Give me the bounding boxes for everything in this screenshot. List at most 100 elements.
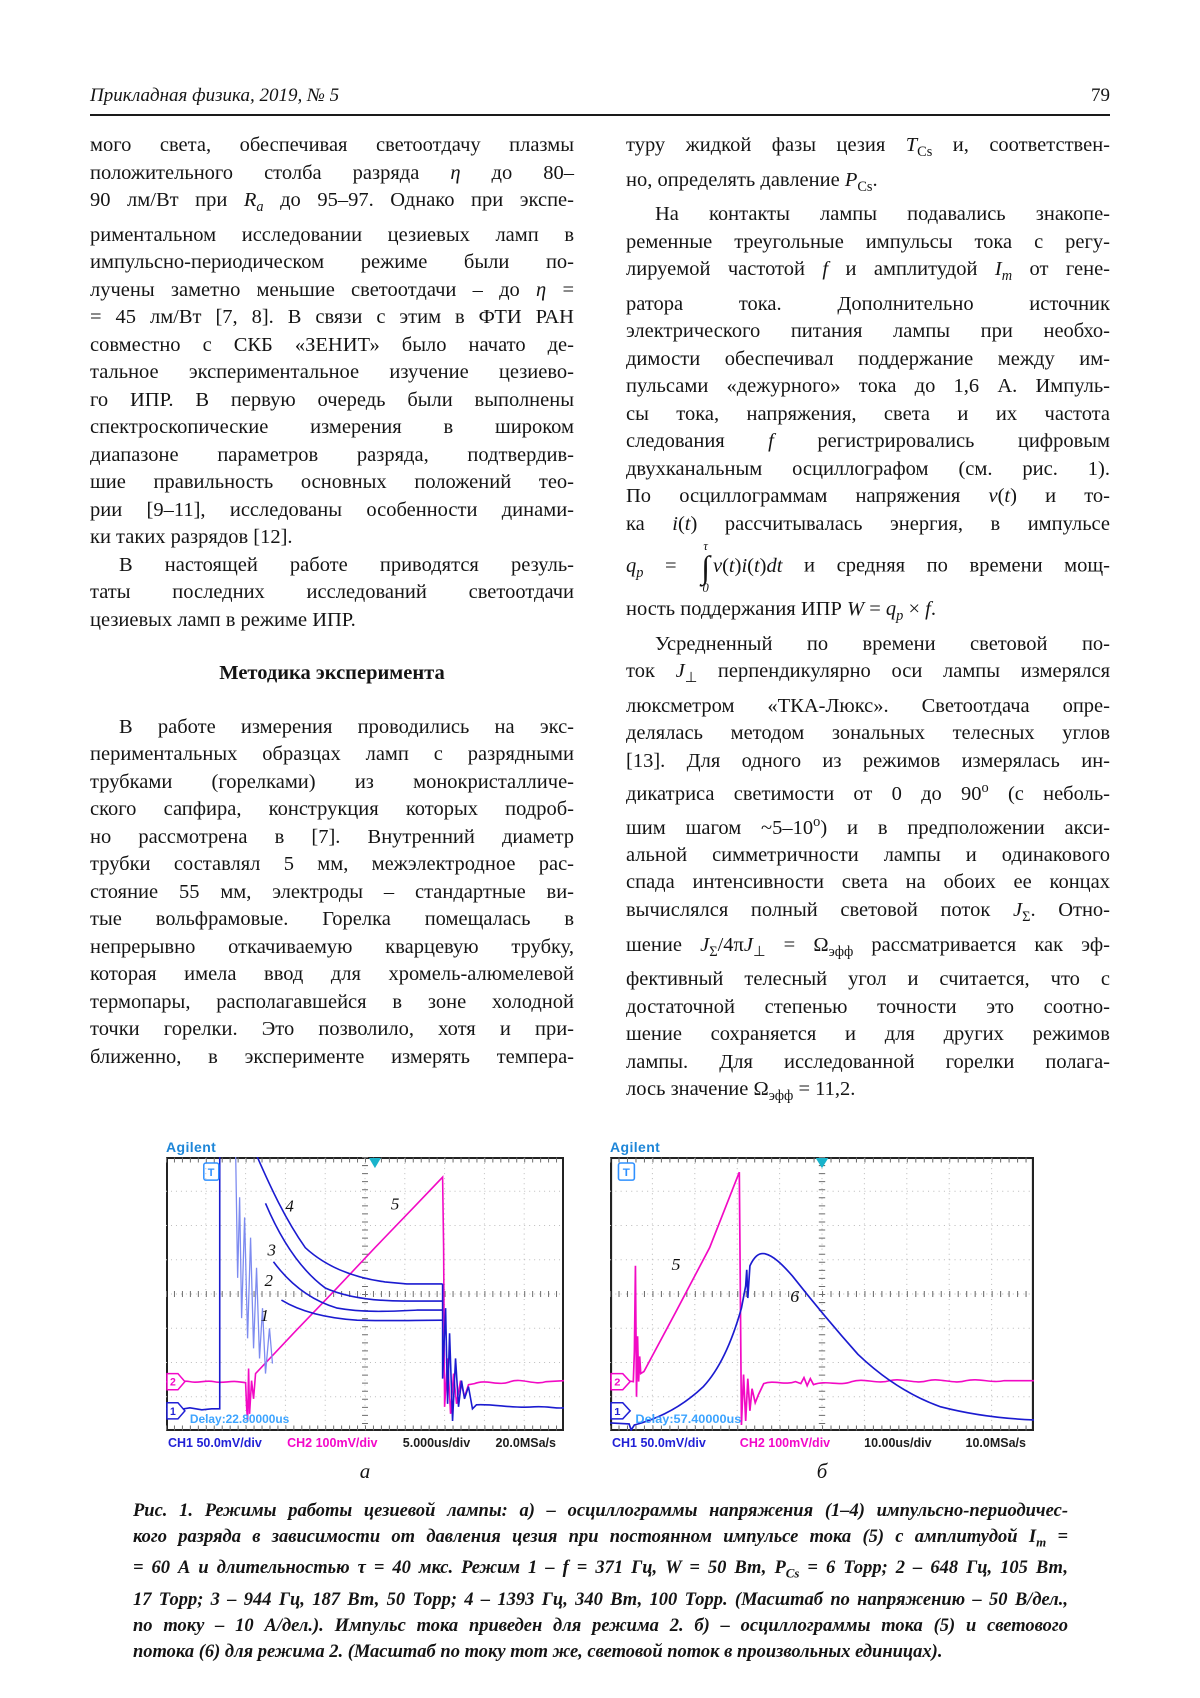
voltage-trace-1 bbox=[281, 1299, 443, 1322]
trace-label-5: 5 bbox=[671, 1254, 680, 1273]
text-line: импульсно-периодическом режиме были по- bbox=[90, 251, 574, 274]
text-line: но, определять давление PCs. bbox=[626, 168, 878, 195]
voltage-ringing-start bbox=[235, 1156, 274, 1374]
text-line: ток J⊥ перпендикулярно оси лампы измерял… bbox=[626, 660, 1111, 687]
ch2-marker-label: 2 bbox=[170, 1376, 176, 1388]
trigger-time-marker-icon bbox=[815, 1157, 829, 1168]
text-line: [13]. Для одного из режимов измерялась и… bbox=[626, 749, 1110, 772]
journal-title: Прикладная физика, 2019, № 5 bbox=[90, 85, 340, 106]
text-line: цезиевых ламп в режиме ИПР. bbox=[90, 608, 356, 631]
text-line: димости обеспечивал поддержание между им… bbox=[626, 347, 1110, 370]
delay-readout: Delay:22.80000us bbox=[190, 1412, 290, 1426]
oscilloscope-screen-a: T 2 1 Delay:22.80000us 4 3 2 1 5 bbox=[166, 1156, 564, 1431]
text-line: ка i(t) рассчитывалась энергия, в импуль… bbox=[626, 512, 1110, 535]
text-line: В настоящей работе приводятся резуль- bbox=[119, 553, 574, 576]
text-line: стояние 55 мм, электроды – стандартные в… bbox=[90, 880, 574, 903]
two-column-body: мого света, обеспечивая светоотдачу плаз… bbox=[90, 132, 1110, 1111]
timebase: 10.00us/div bbox=[864, 1435, 932, 1450]
trigger-t-label: T bbox=[208, 1167, 215, 1179]
text-line: достаточной степенью точности это соотно… bbox=[626, 995, 1110, 1018]
text-line: фективный телесный угол и считается, что… bbox=[626, 968, 1110, 991]
ch2-scale: CH2 100mV/div bbox=[739, 1435, 831, 1450]
ch2-marker-label: 2 bbox=[614, 1377, 620, 1389]
trace-label-6: 6 bbox=[790, 1286, 799, 1305]
scope-status-bar-b: CH1 50.0mV/div CH2 100mV/div 10.00us/div… bbox=[610, 1436, 1034, 1450]
text-line: сы тока, напряжения, света и их частота bbox=[626, 402, 1110, 425]
ch1-marker-label: 1 bbox=[170, 1406, 176, 1418]
text-line: лампы. Для исследованной горелки полага- bbox=[626, 1050, 1110, 1073]
text-line: трубки составлял 5 мм, межэлектродное ра… bbox=[90, 853, 574, 876]
text-line: шение сохраняется и для других режимов bbox=[626, 1023, 1110, 1046]
trace-label-3: 3 bbox=[266, 1240, 275, 1259]
trace-label-2: 2 bbox=[265, 1271, 274, 1290]
text-line: тальное экспериментальное изучение цезие… bbox=[90, 361, 574, 384]
text-line: шение JΣ/4πJ⊥ = Ωэфф рассматривается как… bbox=[626, 933, 1110, 960]
current-trace-5 bbox=[166, 1174, 564, 1421]
ch2-ground-marker-icon bbox=[610, 1372, 632, 1391]
text-line: мого света, обеспечивая светоотдачу плаз… bbox=[90, 134, 574, 156]
trace-label-5: 5 bbox=[391, 1194, 399, 1213]
agilent-logo: Agilent bbox=[166, 1138, 217, 1155]
text-line: На контакты лампы подавались знакопе- bbox=[655, 203, 1110, 226]
figure-caption: Рис. 1. Режимы работы цезиевой лампы: а)… bbox=[133, 1498, 1068, 1665]
page-number: 79 bbox=[1091, 85, 1110, 106]
text-line: люксметром «ТКА-Люкс». Светоотдача опре- bbox=[626, 694, 1110, 717]
text-line: шие правильность основных положений тео- bbox=[90, 471, 574, 494]
text-line: диапазоне параметров разряда, подтвердив… bbox=[90, 443, 574, 466]
ch1-ground-marker-icon bbox=[166, 1401, 186, 1420]
text-line: Усредненный по времени световой по- bbox=[655, 632, 1110, 655]
text-line: 17 Торр; 3 – 944 Гц, 187 Вт, 50 Торр; 4 … bbox=[133, 1590, 1068, 1611]
oscilloscope-screen-b: T 2 1 Delay:57.40000us 5 6 bbox=[610, 1156, 1034, 1431]
ch1-scale: CH1 50.0mV/div bbox=[168, 1435, 262, 1450]
text-line: ки таких разрядов [12]. bbox=[90, 526, 293, 549]
text-line: Рис. 1. Режимы работы цезиевой лампы: а)… bbox=[133, 1500, 1068, 1521]
left-paragraphs-1: мого света, обеспечивая светоотдачу плаз… bbox=[90, 132, 574, 634]
trigger-time-marker-icon bbox=[368, 1157, 381, 1168]
oscillogram-panel-b: Agilent T 2 1 Delay:57.40000us 5 bbox=[610, 1139, 1034, 1484]
left-column: мого света, обеспечивая светоотдачу плаз… bbox=[90, 132, 574, 1111]
text-line: двухканальным осциллографом (см. рис. 1)… bbox=[626, 457, 1110, 480]
text-line: лось значение Ωэфф = 11,2. bbox=[626, 1078, 856, 1105]
text-line: тые вольфрамовые. Горелка помещалась в bbox=[90, 908, 574, 931]
section-heading: Методика эксперимента bbox=[219, 662, 445, 685]
text-line: следования f регистрировались цифровым bbox=[626, 430, 1111, 453]
header-rule bbox=[90, 114, 1110, 116]
text-line: спада интенсивности света на обоих ее ко… bbox=[626, 871, 1110, 894]
delay-readout: Delay:57.40000us bbox=[635, 1412, 741, 1426]
text-line: qp = τ ∫ 0 v(t)i(t)dt и средняя по времени … bbox=[626, 539, 1110, 595]
text-line: электрического питания лампы при необхо- bbox=[626, 320, 1110, 343]
text-line: положительного столба разряда η до 80– bbox=[90, 161, 574, 184]
sample-rate: 10.0MSa/s bbox=[965, 1435, 1026, 1450]
trigger-t-label: T bbox=[623, 1167, 630, 1179]
voltage-trace-3 bbox=[264, 1202, 443, 1302]
text-line: по току – 10 А/дел.). Импульс тока приве… bbox=[133, 1616, 1068, 1637]
text-line: совместно с СКБ «ЗЕНИТ» было начато де- bbox=[90, 333, 574, 356]
text-line: го ИПР. В первую очередь были выполнены bbox=[90, 388, 574, 411]
text-line: По осциллограммам напряжения v(t) и то- bbox=[626, 485, 1110, 508]
ch2-ground-marker-icon bbox=[166, 1372, 186, 1391]
figure-1: Agilent T 2 bbox=[90, 1139, 1110, 1484]
ch1-marker-label: 1 bbox=[614, 1406, 620, 1418]
page-header: Прикладная физика, 2019, № 5 79 bbox=[90, 84, 1110, 108]
sample-rate: 20.0MSa/s bbox=[495, 1435, 556, 1450]
trigger-level-icon bbox=[617, 1161, 636, 1181]
text-line: пульсами «дежурного» тока до 1,6 А. Импу… bbox=[626, 375, 1110, 398]
text-line: риментальном исследовании цезиевых ламп … bbox=[90, 223, 574, 246]
text-line: трубками (горелками) из монокристалличе- bbox=[90, 770, 574, 793]
text-line: лучены заметно меньшие светоотдачи – до … bbox=[90, 278, 574, 301]
panel-label-b: б bbox=[816, 1458, 828, 1483]
text-line: точки горелки. Это позволило, хотя и при… bbox=[90, 1018, 574, 1041]
text-line: кого разряда в зависимости от давления ц… bbox=[133, 1526, 1068, 1550]
left-paragraphs-2: В работе измерения проводились на экс-пе… bbox=[90, 714, 574, 1072]
text-line: периментальных образцах ламп с разрядным… bbox=[90, 743, 574, 766]
text-line: ближенно, в эксперименте измерять темпер… bbox=[90, 1045, 574, 1068]
text-line: спектроскопические измерения в широком bbox=[90, 416, 574, 439]
text-line: дикатриса светимости от 0 до 90o (с небо… bbox=[626, 780, 1110, 806]
text-line: шим шагом ~5–10o) и в предположении акси… bbox=[626, 813, 1110, 839]
panel-label-a: а bbox=[359, 1458, 371, 1483]
text-line: = 60 А и длительностью τ = 40 мкс. Режим… bbox=[133, 1558, 1068, 1582]
oscillogram-panel-a: Agilent T 2 bbox=[166, 1139, 564, 1484]
ch1-ground-marker-icon bbox=[610, 1401, 632, 1420]
light-flux-trace-6 bbox=[610, 1252, 1034, 1431]
text-line: = 45 лм/Вт [7, 8]. В связи с этим в ФТИ … bbox=[90, 306, 574, 329]
